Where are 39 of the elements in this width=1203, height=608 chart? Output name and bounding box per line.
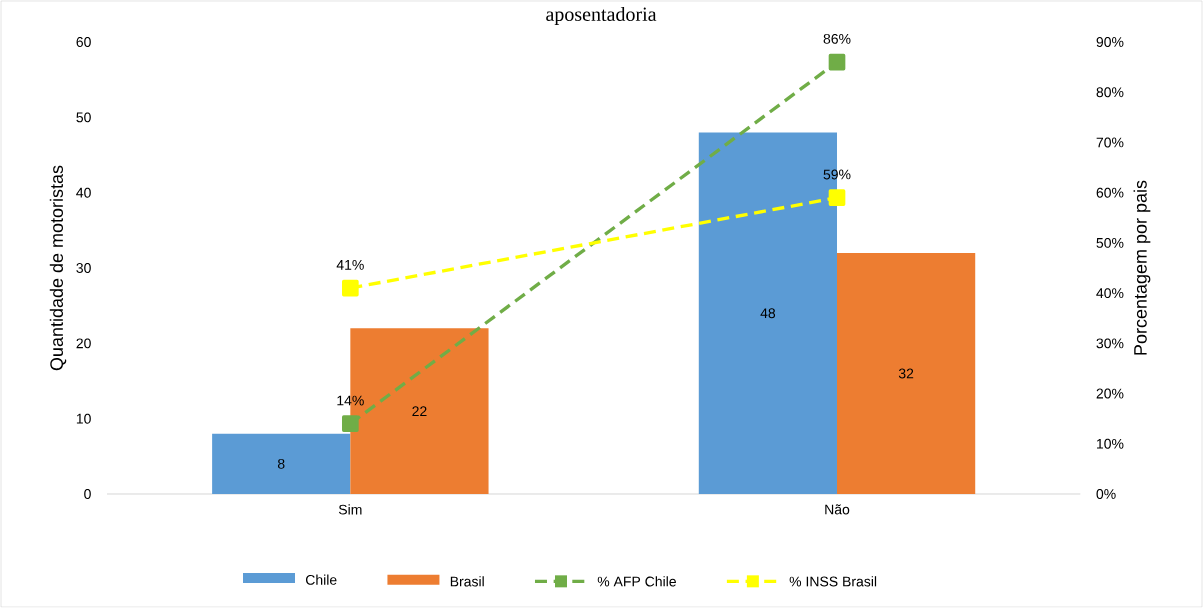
y2-tick-label: 50% bbox=[1096, 237, 1124, 248]
y2-tick-label: 80% bbox=[1096, 87, 1124, 98]
y-tick-label: 30 bbox=[76, 263, 91, 273]
x-tick-label: Não bbox=[825, 504, 850, 515]
y2-tick-label: 0% bbox=[1096, 489, 1116, 499]
point bbox=[828, 189, 846, 207]
data-label: 22 bbox=[412, 406, 427, 417]
y2-tick-label: 60% bbox=[1096, 187, 1124, 198]
y-tick-label: 60 bbox=[76, 37, 91, 47]
point bbox=[342, 415, 359, 433]
y2-tick-label: 40% bbox=[1096, 288, 1124, 299]
y2-tick-label: 10% bbox=[1097, 438, 1124, 449]
data-label: 48 bbox=[760, 308, 776, 319]
data-label: 41% bbox=[336, 260, 364, 270]
chart-title: aposentadoria bbox=[546, 6, 657, 26]
legend-label: Brasil bbox=[450, 576, 484, 587]
bar bbox=[212, 433, 351, 494]
legend-label: Chile bbox=[305, 574, 337, 585]
data-label: 59% bbox=[823, 169, 851, 180]
y-tick-label: 10 bbox=[76, 413, 91, 424]
y-tick-label: 0 bbox=[84, 489, 91, 499]
y-tick-label: 20 bbox=[76, 338, 91, 349]
y-axis-title: Quantidade de motoristas bbox=[49, 165, 67, 371]
y-tick-label: 40 bbox=[76, 187, 91, 198]
point bbox=[828, 53, 846, 71]
y-tick-label: 50 bbox=[76, 112, 91, 123]
legend-label: % AFP Chile bbox=[597, 576, 676, 587]
point bbox=[342, 279, 359, 297]
y2-tick-label: 20% bbox=[1096, 388, 1124, 399]
data-label: 86% bbox=[823, 33, 851, 44]
y2-axis-title: Porcentagem por pais bbox=[1133, 180, 1151, 355]
legend-label: % INSS Brasil bbox=[789, 576, 877, 587]
data-label: 8 bbox=[277, 458, 285, 469]
y2-tick-label: 70% bbox=[1096, 137, 1124, 148]
x-tick-label: Sim bbox=[338, 504, 362, 515]
y2-tick-label: 90% bbox=[1096, 37, 1124, 47]
data-label: 32 bbox=[898, 368, 914, 379]
y2-tick-label: 30% bbox=[1096, 338, 1124, 349]
bar bbox=[837, 252, 976, 494]
